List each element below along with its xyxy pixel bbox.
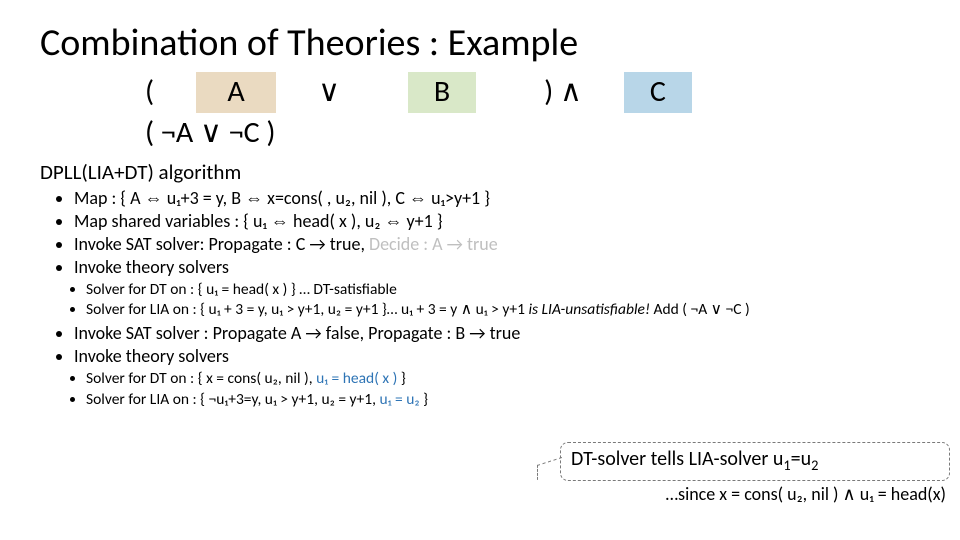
sub-lia-2-post: }	[420, 390, 428, 409]
term-b: B	[408, 72, 476, 113]
step-map-pre: Map : { A ⇔	[74, 187, 163, 209]
step-map-m3: u₁>y+1 }	[431, 187, 490, 209]
sub-lia-2: Solver for LIA on : { ¬u₁+3=y, u₁ > y+1,…	[86, 390, 920, 410]
callout-text-pre: DT-solver tells LIA-solver	[571, 447, 773, 471]
callout-subtext: …since x = cons( u₂, nil ) ∧ u₁ = head(x…	[560, 483, 950, 505]
callout-text-eq: u1=u2	[773, 447, 819, 471]
steps-list-2: Invoke SAT solver : Propagate A → false,…	[40, 322, 920, 368]
sub-list-2: Solver for DT on : { x = cons( u₂, nil )…	[40, 369, 920, 409]
callout-tail-icon	[537, 457, 562, 480]
paren-close-and: ) ∧	[544, 73, 582, 110]
sub-dt-2-blue: u₁ = head( x )	[316, 369, 397, 388]
sub-lia-2-blue: u₁ = u₂	[380, 390, 420, 409]
step-sat-1-grey: Decide : A → true	[369, 233, 498, 255]
step-theory-1: Invoke theory solvers	[74, 256, 920, 279]
formula-row-1: ( A ∨ B ) ∧ C	[145, 72, 920, 113]
algorithm-label: DPLL(LIA+DT) algorithm	[40, 159, 920, 185]
formula-block: ( A ∨ B ) ∧ C ( ¬A ∨ ¬C )	[40, 72, 920, 153]
term-a: A	[196, 72, 276, 113]
sub-dt-2: Solver for DT on : { x = cons( u₂, nil )…	[86, 369, 920, 389]
step-theory-2: Invoke theory solvers	[74, 345, 920, 368]
sub-dt-1: Solver for DT on : { u₁ = head( x ) } … …	[86, 280, 920, 300]
callout-box: DT-solver tells LIA-solver u1=u2	[560, 442, 950, 481]
step-sat-1: Invoke SAT solver: Propagate : C → true,…	[74, 233, 920, 256]
sub-lia-1: Solver for LIA on : { u₁ + 3 = y, u₁ > y…	[86, 300, 920, 320]
term-c: C	[624, 72, 692, 113]
step-sat-1-pre: Invoke SAT solver: Propagate : C → true,	[74, 233, 369, 255]
step-map-m1: u₁+3 = y, B ⇔ x=cons(	[167, 187, 323, 209]
slide: Combination of Theories : Example ( A ∨ B ) …	[0, 0, 960, 540]
callout: DT-solver tells LIA-solver u1=u2 …since …	[560, 442, 950, 505]
sub-lia-1-post: Add ( ¬A ∨ ¬C )	[650, 300, 750, 319]
sub-dt-2-post: }	[397, 369, 405, 388]
step-map-m2: , u₂, nil ), C ⇔	[327, 187, 427, 209]
formula-row-2: ( ¬A ∨ ¬C )	[145, 113, 920, 154]
sub-lia-1-em: is LIA-unsatisfiable!	[528, 300, 650, 319]
sub-lia-2-pre: Solver for LIA on : { ¬u₁+3=y, u₁ > y+1,…	[86, 390, 380, 409]
or-symbol: ∨	[318, 73, 340, 110]
step-map: Map : { A ⇔ u₁+3 = y, B ⇔ x=cons( , u₂, …	[74, 187, 920, 210]
step-shared-vars: Map shared variables : { u₁ ⇔ head( x ),…	[74, 210, 920, 233]
steps-list: Map : { A ⇔ u₁+3 = y, B ⇔ x=cons( , u₂, …	[40, 187, 920, 279]
sub-lia-1-pre: Solver for LIA on : { u₁ + 3 = y, u₁ > y…	[86, 300, 528, 319]
slide-title: Combination of Theories : Example	[40, 20, 920, 66]
sub-dt-2-pre: Solver for DT on : { x = cons( u₂, nil )…	[86, 369, 316, 388]
step-sat-2: Invoke SAT solver : Propagate A → false,…	[74, 322, 920, 345]
paren-open: (	[145, 73, 154, 110]
sub-list-1: Solver for DT on : { u₁ = head( x ) } … …	[40, 280, 920, 320]
